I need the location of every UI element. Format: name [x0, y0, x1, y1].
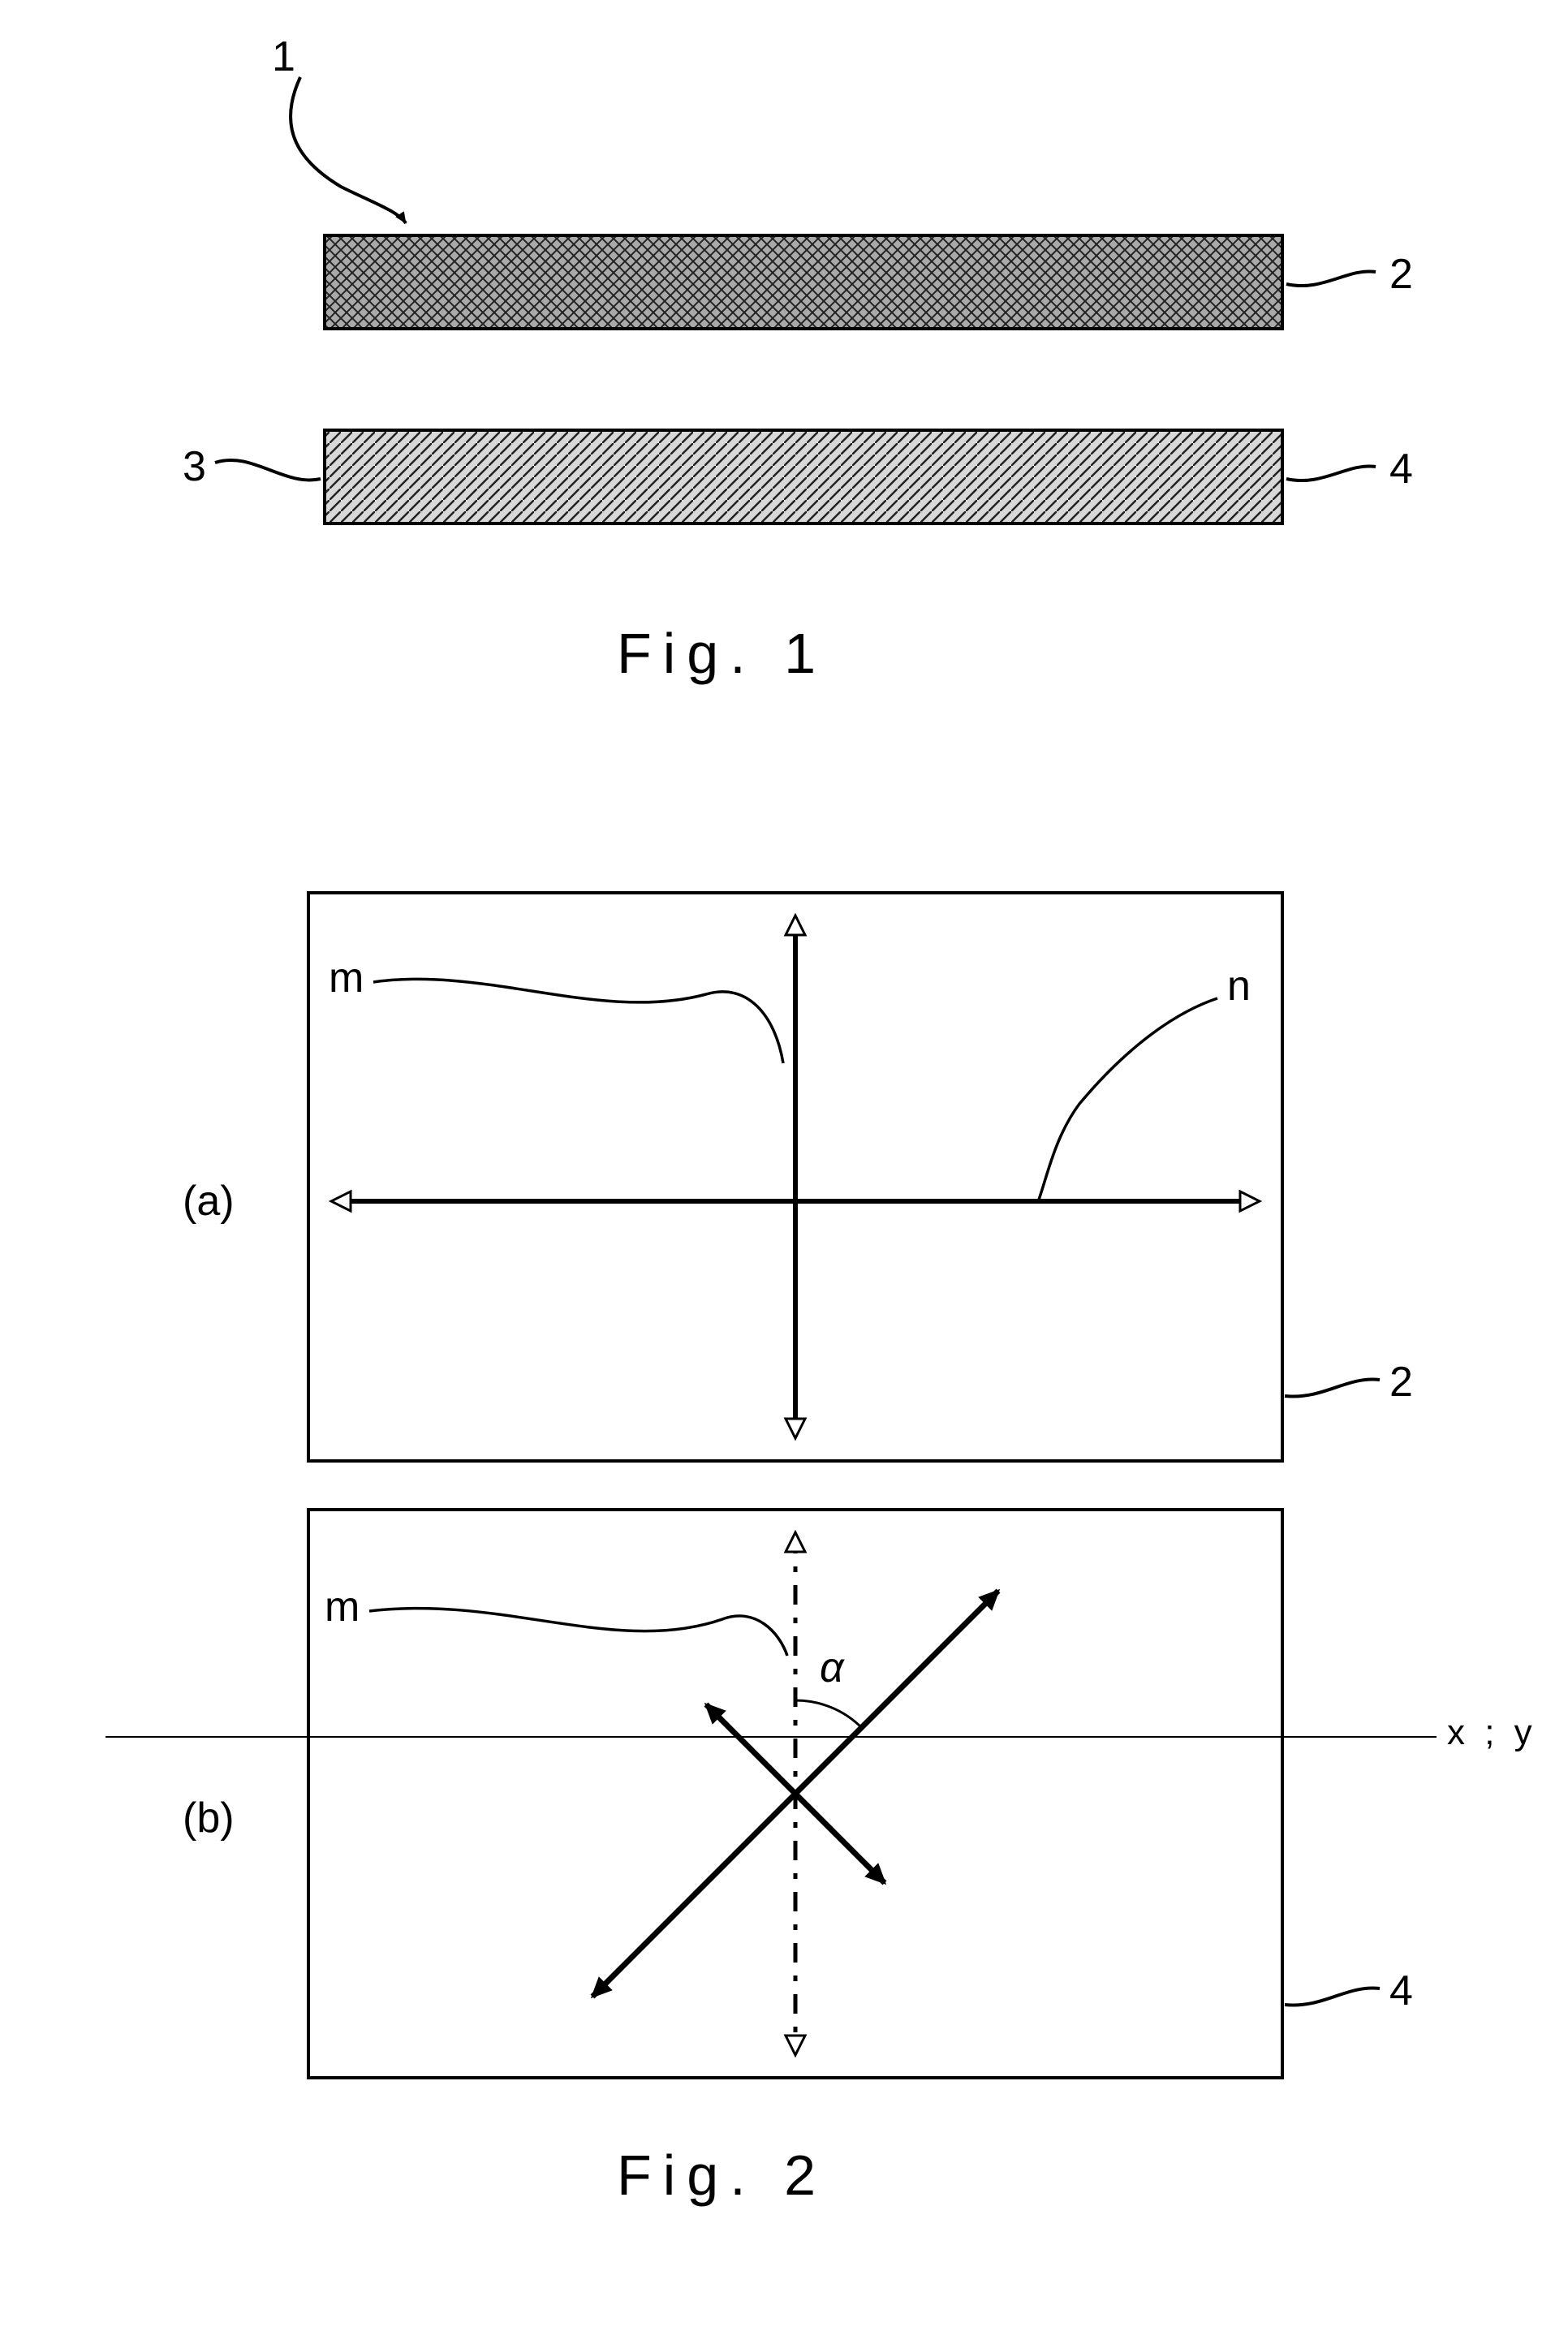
fig2a-label-n: n	[1227, 962, 1251, 1010]
fig1-label-1: 1	[272, 32, 295, 81]
figure-svg	[0, 0, 1568, 2331]
fig1-leader-3	[215, 460, 321, 480]
fig1-label-4: 4	[1389, 445, 1413, 493]
fig2-caption: Fig. 2	[617, 2143, 827, 2208]
fig1-layer-top	[325, 235, 1282, 329]
fig1-layer-bottom	[325, 430, 1282, 524]
fig1-leader-4	[1286, 466, 1376, 480]
fig2a-leader-n	[1039, 998, 1217, 1200]
fig2b-leader-m	[369, 1609, 787, 1656]
fig1-leader-2	[1286, 271, 1376, 286]
page: 1 2 3 4 Fig. 1 (a) m n 2 (b) m α x ; y 4…	[0, 0, 1568, 2331]
figure-2a	[308, 893, 1380, 1461]
figure-1	[215, 77, 1376, 524]
fig1-caption: Fig. 1	[617, 621, 827, 686]
fig2b-label-4: 4	[1389, 1967, 1413, 2015]
fig2b-alpha-arc	[795, 1700, 862, 1728]
fig2a-leader-2	[1285, 1379, 1380, 1396]
fig2b-label-xy: x ; y	[1447, 1713, 1537, 1753]
fig1-label-2: 2	[1389, 250, 1413, 299]
figure-2b	[106, 1510, 1437, 2078]
fig2a-tag: (a)	[183, 1177, 235, 1226]
fig2b-label-alpha: α	[820, 1644, 844, 1692]
fig1-leader-1	[291, 77, 406, 223]
fig2b-tag: (b)	[183, 1794, 235, 1842]
fig2a-label-m: m	[329, 954, 364, 1002]
fig2a-label-2: 2	[1389, 1358, 1413, 1407]
fig1-label-3: 3	[183, 442, 206, 491]
fig2b-leader-4	[1285, 1988, 1380, 2005]
fig2a-leader-m	[373, 979, 783, 1063]
fig2b-label-m: m	[325, 1583, 360, 1631]
